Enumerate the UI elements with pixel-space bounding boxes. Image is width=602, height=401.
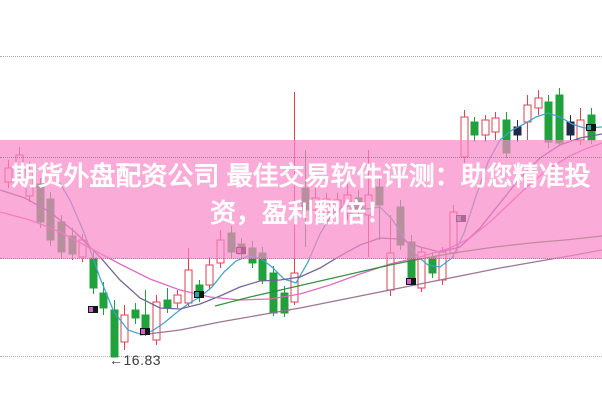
promo-banner-text: 期货外盘配资公司 最佳交易软件评测：助您精准投 资，盈利翻倍！ bbox=[0, 158, 602, 232]
promo-line-2: 资，盈利翻倍！ bbox=[209, 198, 392, 228]
gridline bbox=[0, 258, 602, 259]
gridline bbox=[0, 157, 602, 158]
gridline bbox=[0, 56, 602, 57]
gridline bbox=[0, 356, 602, 357]
promo-line-1: 期货外盘配资公司 最佳交易软件评测：助您精准投 bbox=[11, 161, 591, 191]
promo-banner-overlay bbox=[0, 140, 602, 259]
low-price-value: 16.83 bbox=[123, 352, 162, 368]
low-price-annotation: ←16.83 bbox=[109, 352, 161, 368]
left-arrow-icon: ← bbox=[109, 352, 124, 368]
